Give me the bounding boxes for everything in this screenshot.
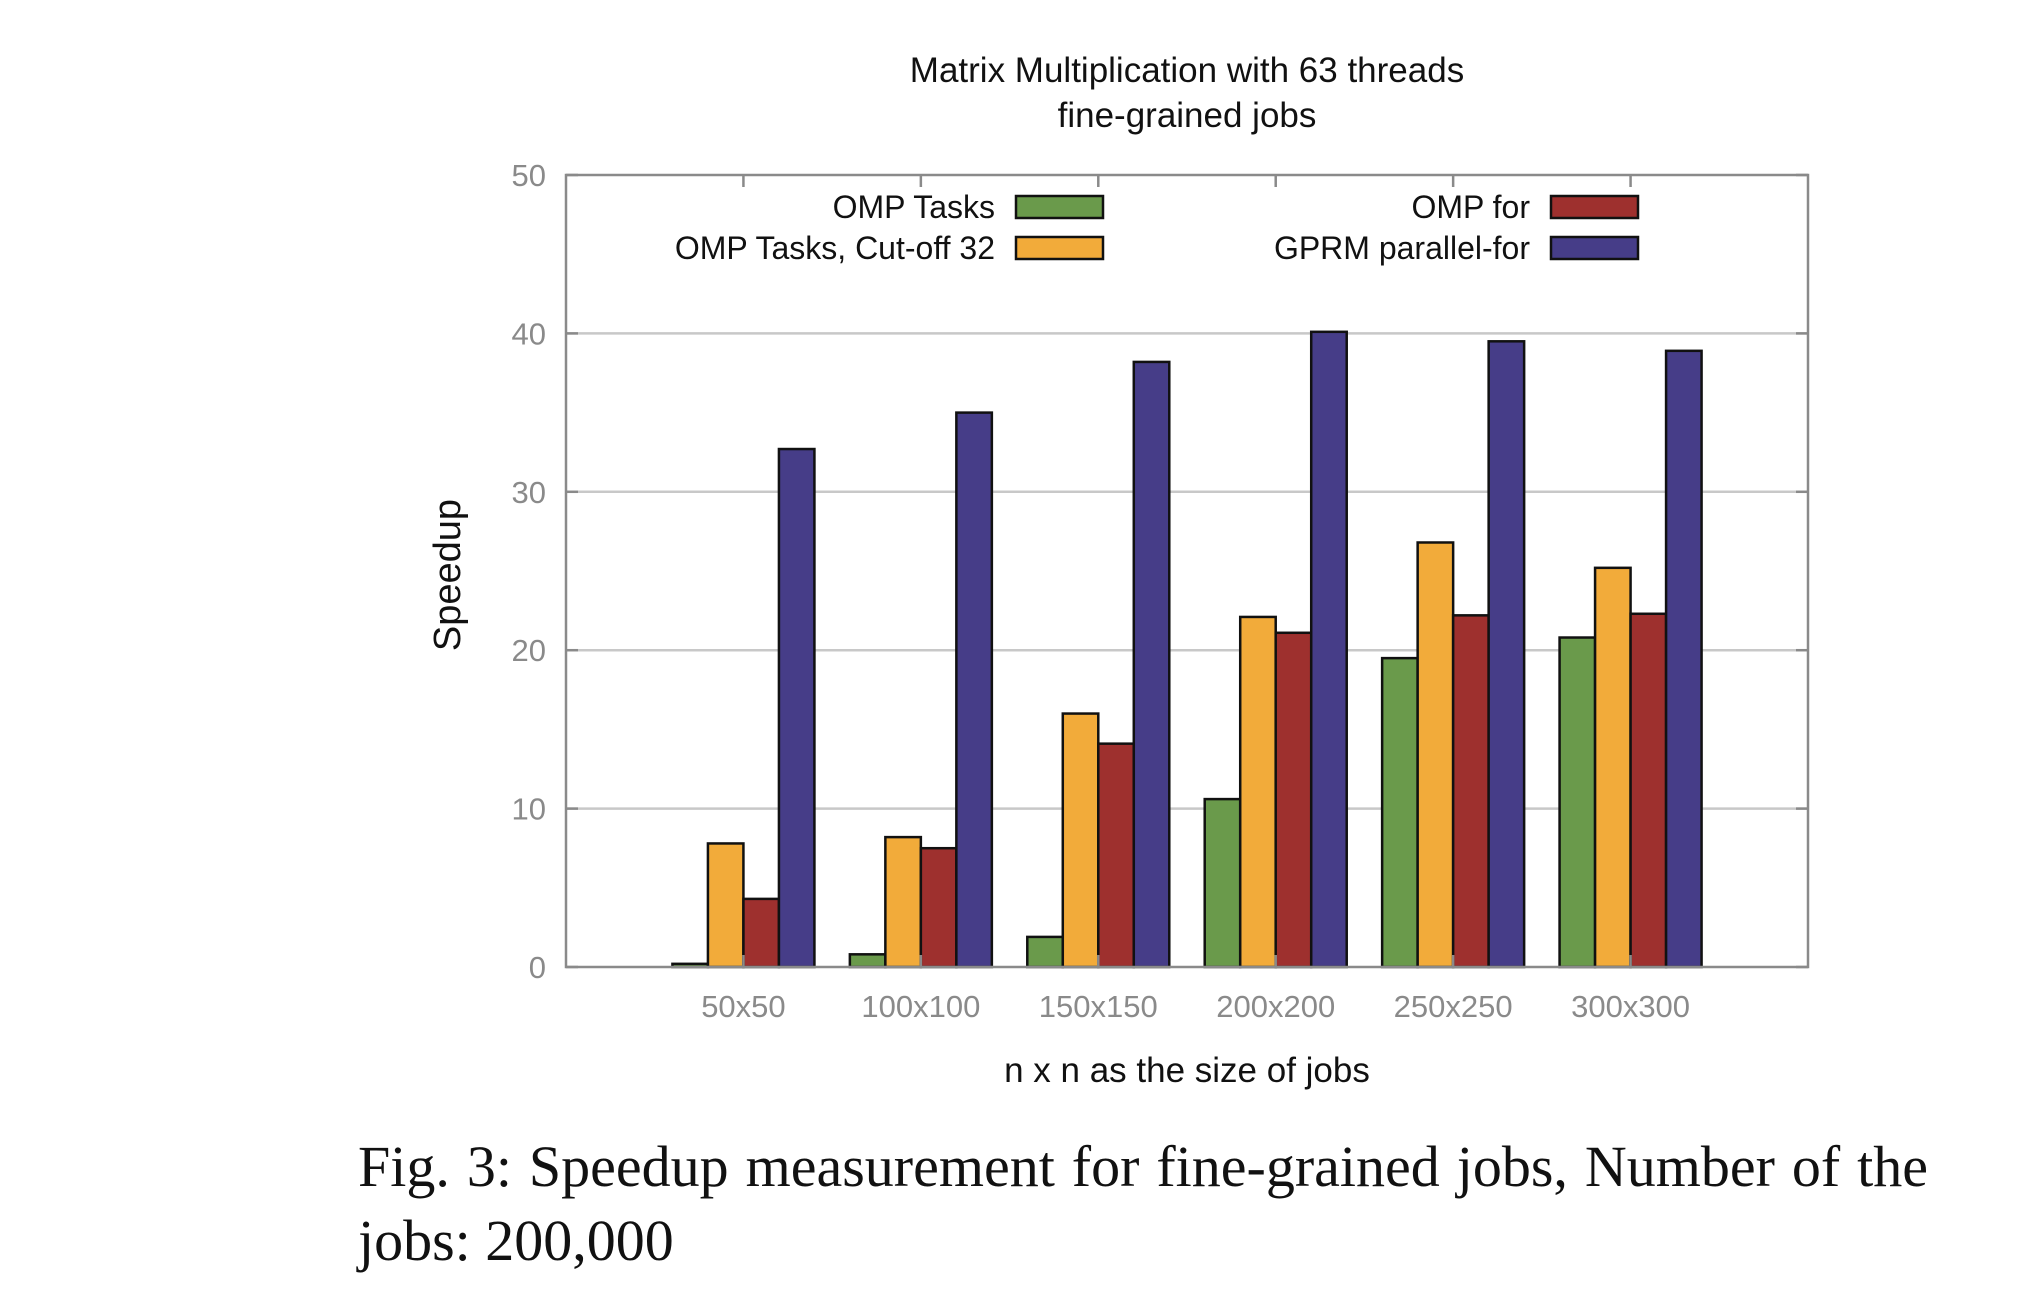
- x-axis-label: n x n as the size of jobs: [1004, 1051, 1370, 1090]
- x-tick-label: 300x300: [1571, 989, 1690, 1024]
- bar: [742, 897, 781, 969]
- bar: [1380, 656, 1419, 969]
- x-tick-label: 250x250: [1394, 989, 1513, 1024]
- legend: OMP Tasks OMP Tasks, Cut-off 32 OMP for GPR…: [675, 189, 1640, 266]
- bar: [1097, 742, 1136, 969]
- y-tick-label: 30: [512, 475, 546, 510]
- bar: [955, 411, 994, 969]
- bar: [777, 447, 816, 969]
- bar: [1026, 935, 1065, 969]
- bar: [1558, 636, 1597, 969]
- y-tick-label: 0: [529, 950, 546, 985]
- legend-swatch: [1014, 235, 1105, 261]
- y-tick-label: 10: [512, 792, 546, 827]
- bar: [1416, 541, 1455, 969]
- legend-label: OMP Tasks, Cut-off 32: [675, 230, 995, 266]
- x-tick-label: 50x50: [701, 989, 785, 1024]
- bar: [1309, 330, 1348, 969]
- legend-swatch: [1549, 235, 1640, 261]
- legend-label: GPRM parallel-for: [1274, 230, 1530, 266]
- bar: [706, 842, 745, 969]
- y-tick-label: 40: [512, 316, 546, 351]
- y-tick-label: 50: [512, 158, 546, 193]
- bar: [1132, 360, 1171, 969]
- bar-chart: Matrix Multiplication with 63 threads fi…: [427, 51, 1810, 1090]
- y-axis-label: Speedup: [427, 499, 469, 651]
- x-tick-label: 100x100: [861, 989, 980, 1024]
- bars: [671, 330, 1703, 969]
- plot-frame: [564, 173, 1810, 969]
- legend-swatch: [1014, 194, 1105, 220]
- bar: [1629, 612, 1668, 969]
- y-tick-label: 20: [512, 633, 546, 668]
- bar: [1664, 349, 1703, 969]
- bar: [1238, 615, 1277, 969]
- bar: [1593, 566, 1632, 969]
- x-tick-label: 150x150: [1039, 989, 1158, 1024]
- bar: [919, 846, 958, 969]
- bar: [1451, 614, 1490, 969]
- bar: [1274, 631, 1313, 969]
- y-axis-ticks: 0 10 20 30 40 50: [512, 158, 1808, 985]
- figure-caption: Fig. 3: Speedup measurement for fine-gra…: [358, 1134, 1928, 1273]
- legend-label: OMP Tasks: [833, 189, 995, 225]
- bar: [1061, 712, 1100, 969]
- chart-title: Matrix Multiplication with 63 threads: [910, 51, 1464, 90]
- x-axis-ticks: 50x50 100x100 150x150 200x200 250x250 300x300: [701, 175, 1690, 1024]
- chart-subtitle: fine-grained jobs: [1058, 96, 1317, 135]
- legend-label: OMP for: [1411, 189, 1530, 225]
- bar: [1487, 340, 1526, 969]
- bar: [884, 835, 923, 969]
- bar: [848, 953, 887, 969]
- x-tick-label: 200x200: [1216, 989, 1335, 1024]
- bar: [1203, 797, 1242, 969]
- legend-swatch: [1549, 194, 1640, 220]
